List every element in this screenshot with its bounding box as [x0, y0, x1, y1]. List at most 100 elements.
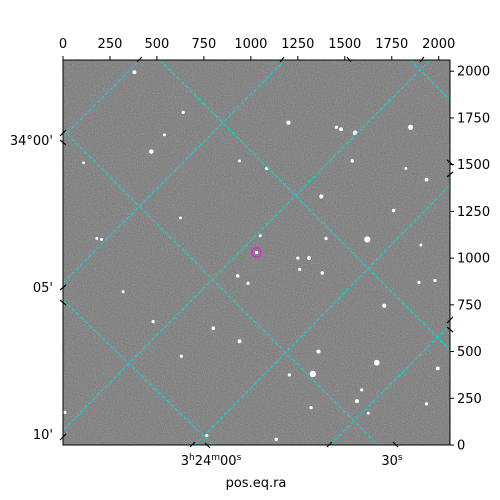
x-tick-label: 2000	[422, 37, 455, 52]
ra-tick-label-1-seconds: 30	[381, 454, 398, 469]
grid-line-ra-4	[194, 184, 450, 445]
star	[237, 339, 242, 344]
right-pixel-axis: 0 250 500 750 1000 1250 1500 1750 2000	[450, 65, 490, 454]
star	[366, 411, 370, 415]
dec-tick-mark-left-4	[59, 299, 67, 306]
y-tick-label: 1500	[457, 158, 490, 173]
star	[149, 149, 154, 154]
ra-tick-mark-bottom-2	[204, 442, 211, 449]
x-tick-label: 1500	[328, 37, 361, 52]
y-tick-label: 750	[457, 298, 482, 313]
plot-area	[62, 59, 451, 446]
star	[339, 127, 343, 132]
y-tick-label: 1000	[457, 252, 490, 267]
star	[286, 120, 291, 125]
star	[178, 216, 182, 220]
star	[373, 359, 380, 366]
dec-tick-label-0: 34°00'	[10, 134, 53, 149]
y-tick-label: 2000	[457, 65, 490, 80]
ra-tick-label-0-seconds: 00	[220, 454, 237, 469]
ra-tick-label-0-m-unit: m	[211, 453, 220, 463]
star	[320, 271, 325, 275]
star	[121, 290, 125, 294]
dec-tick-mark-left-2	[59, 139, 67, 146]
y-tick-label: 1250	[457, 205, 490, 220]
marker-ring	[251, 247, 262, 258]
star	[352, 130, 358, 136]
star	[211, 326, 216, 330]
ra-tick-mark-bottom-4	[392, 441, 399, 448]
star	[417, 280, 421, 285]
star	[287, 373, 291, 377]
dec-tick-mark-right-1	[446, 159, 454, 166]
dec-tick-label-1: 05'	[33, 281, 53, 296]
ra-tick-mark-top-3	[346, 56, 352, 63]
coordinate-grid	[63, 60, 450, 445]
grid-line-ra-2	[63, 60, 286, 284]
dec-tick-mark-left-5	[59, 433, 67, 441]
star	[319, 194, 324, 199]
grid-line-dec-1	[159, 60, 450, 351]
star	[433, 278, 437, 283]
x-tick-label: 1000	[234, 37, 267, 52]
x-tick-label: 750	[191, 37, 216, 52]
x-tick-label: 1750	[375, 37, 408, 52]
star	[151, 320, 155, 324]
marker-core	[254, 250, 259, 255]
dec-tick-mark-right-2	[446, 171, 454, 178]
dec-axis-ticks	[59, 129, 454, 441]
ra-tick-label-1: 30s	[381, 453, 403, 469]
x-axis-title: pos.eq.ra	[226, 476, 287, 491]
star	[63, 410, 67, 414]
star	[246, 281, 250, 285]
star	[274, 437, 278, 442]
star	[181, 110, 185, 114]
star	[163, 133, 166, 137]
ra-axis-ticks	[136, 56, 425, 449]
star	[309, 406, 313, 410]
grid-line-dec-4	[409, 60, 450, 101]
grid-line-ra-3	[63, 60, 431, 431]
star	[419, 243, 423, 247]
ra-tick-label-0: 3h24m00s	[181, 453, 242, 469]
x-tick-label: 250	[98, 37, 123, 52]
y-tick-label: 500	[457, 345, 482, 360]
star	[205, 434, 209, 438]
dec-tick-mark-left-1	[59, 129, 67, 137]
ra-tick-label-0-hours: 3	[181, 454, 189, 469]
star	[382, 303, 387, 308]
star	[355, 399, 359, 404]
star	[316, 349, 321, 354]
plot-frame	[62, 59, 451, 446]
star	[324, 236, 328, 241]
star	[424, 177, 429, 182]
x-tick-label: 500	[145, 37, 170, 52]
dec-tick-mark-right-4	[446, 326, 454, 333]
star	[404, 166, 408, 170]
star	[309, 370, 317, 378]
dec-tick-label-2: 10'	[33, 428, 53, 443]
star	[235, 274, 240, 278]
y-tick-label: 1750	[457, 111, 490, 126]
grid-line-ra-1	[63, 60, 141, 138]
star	[95, 237, 99, 240]
star	[435, 366, 440, 371]
ra-tick-mark-top-4	[419, 56, 425, 63]
ra-tick-label-0-s-unit: s	[237, 453, 242, 463]
star	[179, 354, 183, 358]
star	[391, 208, 396, 213]
star	[258, 234, 262, 238]
star	[82, 161, 86, 165]
star	[407, 124, 414, 130]
ra-tick-label-0-minutes: 24	[195, 454, 212, 469]
dec-tick-mark-right-3	[446, 316, 454, 324]
grid-line-dec-3	[63, 299, 214, 445]
ra-tick-mark-top-1	[136, 56, 143, 63]
x-tick-label: 0	[59, 37, 67, 52]
ra-tick-label-1-s-unit: s	[398, 453, 403, 463]
star	[350, 159, 355, 163]
star	[334, 125, 338, 129]
y-tick-label: 0	[457, 439, 465, 454]
star-field	[63, 70, 440, 442]
